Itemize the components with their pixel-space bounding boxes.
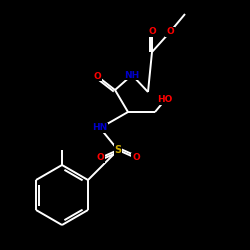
Text: O: O <box>93 72 101 80</box>
Text: O: O <box>148 28 156 36</box>
Text: O: O <box>166 28 174 36</box>
Text: O: O <box>96 154 104 162</box>
Text: HN: HN <box>92 124 108 132</box>
Text: O: O <box>132 154 140 162</box>
Text: NH: NH <box>124 70 140 80</box>
Text: S: S <box>114 145 121 155</box>
Text: HO: HO <box>157 96 173 104</box>
